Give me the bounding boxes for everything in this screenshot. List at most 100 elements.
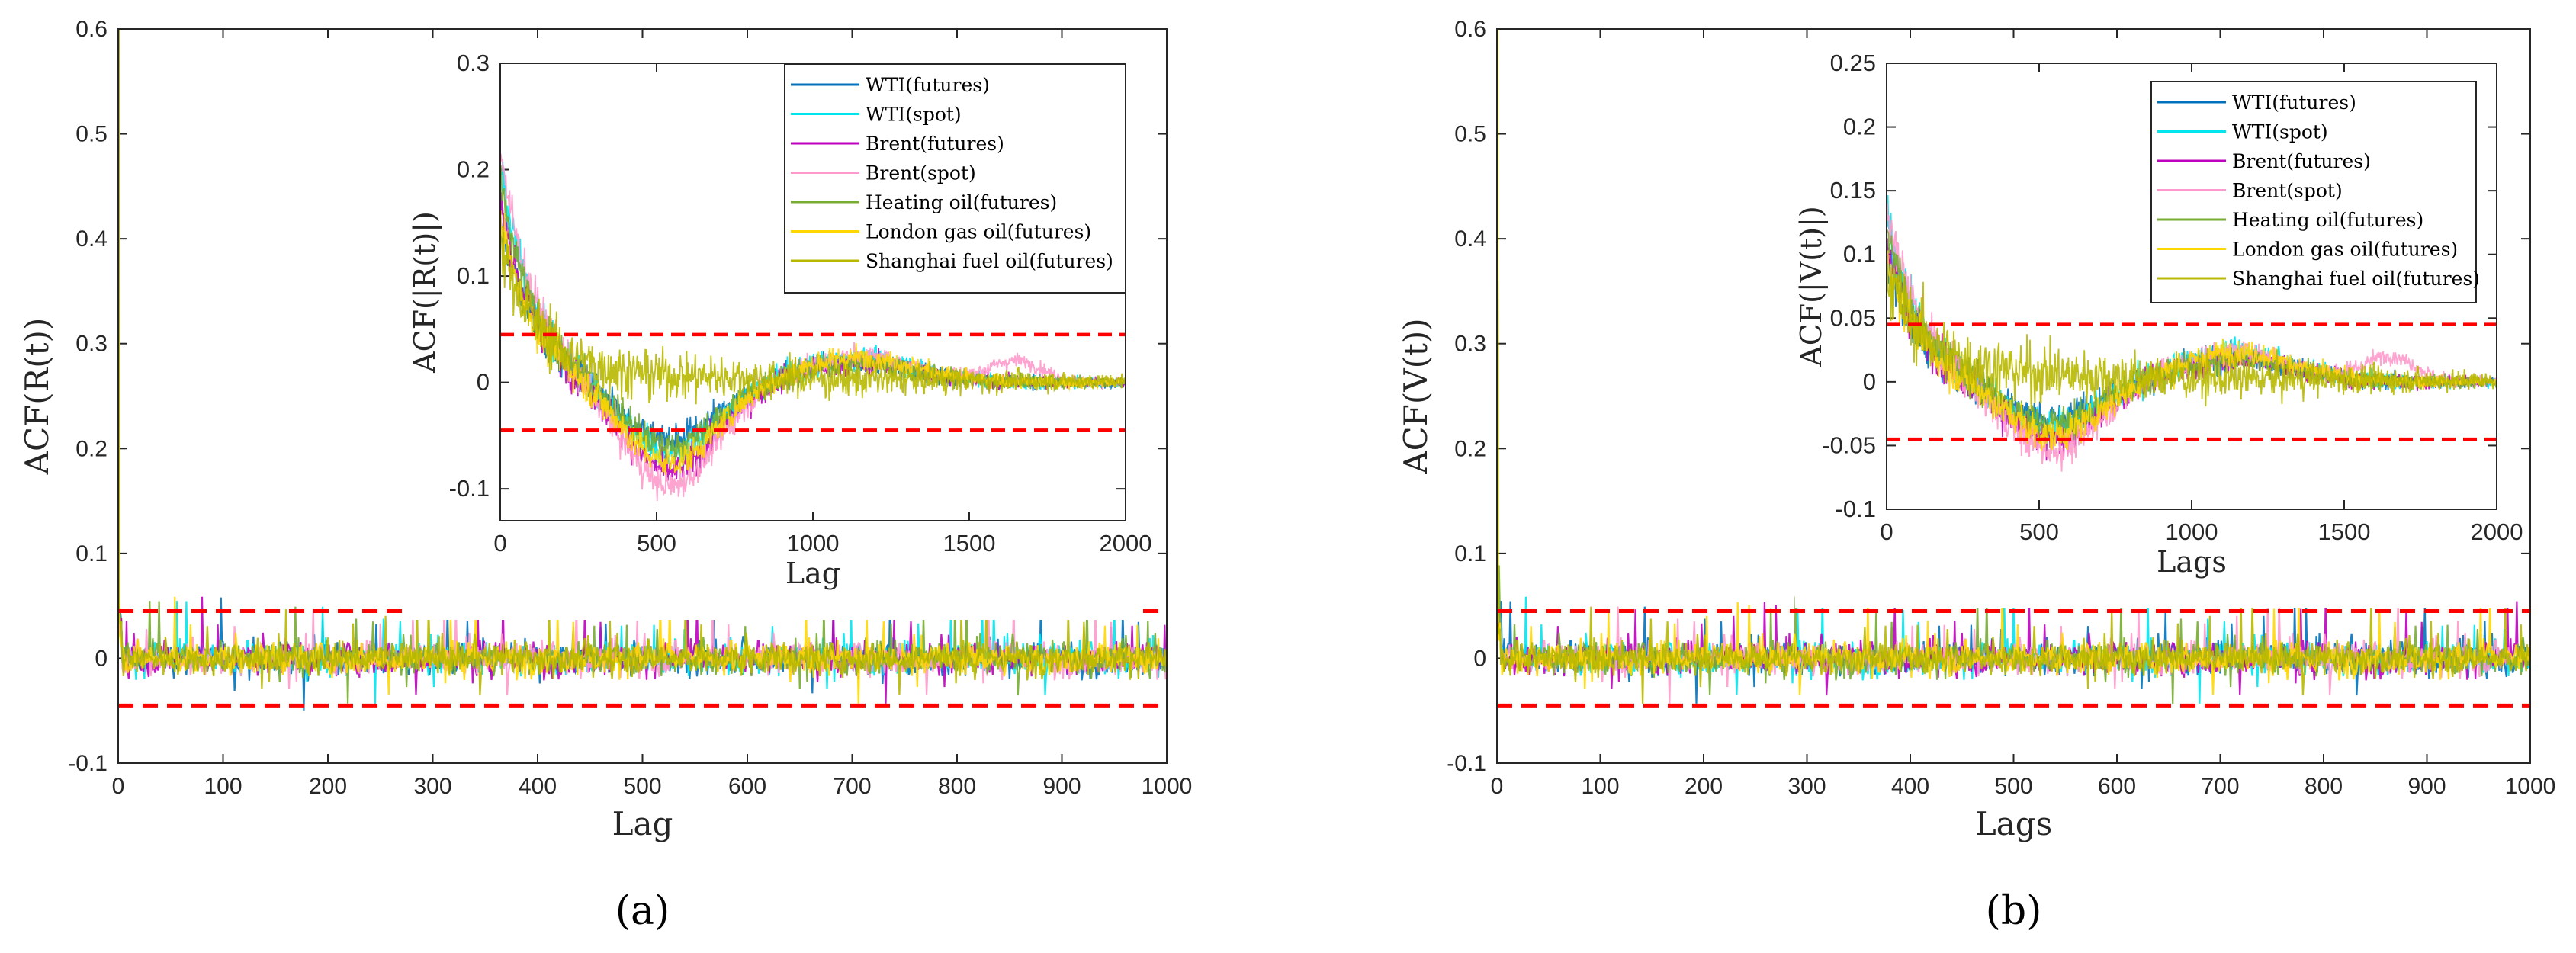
- legend-label: Brent(futures): [2232, 150, 2371, 172]
- series-lines: [1887, 195, 2497, 472]
- x-tick-label: 100: [204, 774, 242, 799]
- y-tick-label: 0.4: [1454, 226, 1486, 252]
- x-tick-label: 1000: [2505, 774, 2556, 799]
- x-tick-label: 1000: [1142, 774, 1193, 799]
- x-tick-label: 800: [2305, 774, 2343, 799]
- y-tick-label: 0: [1863, 368, 1876, 395]
- x-tick-label: 800: [938, 774, 976, 799]
- y-tick-label: 0.05: [1830, 304, 1876, 331]
- legend-label: WTI(spot): [866, 104, 962, 126]
- chart-panel-a: 0 100 200 300 400 500 600 700 800 900 1000-0.100.1…: [18, 17, 1193, 934]
- x-tick-label: 1000: [2166, 518, 2218, 545]
- inset-panel-a: 0 500 1000 1500 2000 -0.1 0 0.1 0.2 0.3 Lag ACF(|R(…: [408, 48, 1151, 620]
- x-tick-label: 500: [2019, 518, 2059, 545]
- x-tick-label: 500: [623, 774, 661, 799]
- x-tick-label: 400: [1891, 774, 1929, 799]
- x-tick-label: 0: [112, 774, 125, 799]
- y-tick-label: -0.1: [68, 751, 108, 776]
- x-tick-label: 900: [2407, 774, 2446, 799]
- x-tick-label: 500: [1994, 774, 2032, 799]
- x-tick-label: 200: [309, 774, 347, 799]
- y-tick-label: 0.15: [1830, 177, 1876, 204]
- inset-panel-b: 0 500 1000 1500 2000 -0.1 -0.05 0 0.05 0.1 0.15 0.2…: [1794, 48, 2523, 608]
- x-tick-label: 1500: [943, 530, 996, 557]
- inset-x-axis-title: Lags: [2157, 545, 2227, 579]
- y-tick-label: 0.4: [75, 226, 108, 252]
- inset-x-axis-title: Lag: [785, 557, 840, 590]
- y-tick-label: 0.6: [1454, 17, 1486, 42]
- legend-label: Brent(spot): [866, 162, 976, 185]
- x-tick-label: 900: [1042, 774, 1081, 799]
- axes-frame: [1496, 28, 2531, 764]
- axes-frame: [117, 28, 1168, 764]
- x-axis-title: Lag: [612, 805, 673, 842]
- series-lines: [118, 29, 1167, 711]
- legend-label: Shanghai fuel oil(futures): [866, 250, 1113, 272]
- inset-axes-frame: [1886, 63, 2497, 510]
- inset-y-axis-title: ACF(|R(t)|): [408, 211, 442, 374]
- x-tick-label: 500: [637, 530, 676, 557]
- legend: WTI(futures) WTI(spot) Brent(futures) Brent…: [784, 63, 1126, 294]
- x-tick-label: 1000: [787, 530, 840, 557]
- y-tick-label: 0.6: [75, 17, 108, 42]
- x-tick-label: 700: [833, 774, 871, 799]
- y-tick-label: 0.2: [1454, 436, 1486, 461]
- panel-label: (a): [615, 888, 670, 934]
- legend-label: London gas oil(futures): [2232, 239, 2458, 261]
- x-tick-label: 300: [1787, 774, 1826, 799]
- x-tick-label: 700: [2201, 774, 2239, 799]
- y-tick-label: 0.1: [75, 541, 108, 566]
- panel-label: (b): [1986, 888, 2042, 934]
- y-tick-label: 0.2: [1843, 114, 1876, 140]
- y-tick-label: 0.5: [1454, 122, 1486, 147]
- series-line-shanghai_fuel_oil: [1497, 29, 2530, 704]
- series-line-shanghai_fuel_oil: [118, 29, 1167, 696]
- y-tick-label: 0.1: [457, 262, 490, 289]
- y-tick-label: -0.1: [449, 475, 490, 502]
- legend-label: Brent(spot): [2232, 180, 2343, 202]
- x-tick-label: 600: [2098, 774, 2136, 799]
- y-tick-label: 0.1: [1843, 241, 1876, 268]
- inset-y-axis-title: ACF(|V(t)|): [1794, 206, 1828, 367]
- y-axis-title: ACF(R(t)): [18, 318, 56, 476]
- y-tick-label: 0.25: [1830, 50, 1876, 76]
- x-tick-label: 0: [493, 530, 506, 557]
- x-tick-label: 1500: [2318, 518, 2371, 545]
- x-tick-label: 200: [1685, 774, 1723, 799]
- legend-label: Heating oil(futures): [2232, 209, 2423, 231]
- y-tick-label: 0.3: [75, 332, 108, 357]
- y-tick-label: 0: [477, 369, 490, 396]
- x-axis-title: Lags: [1975, 805, 2052, 842]
- y-tick-label: 0: [1473, 646, 1486, 671]
- y-tick-label: 0.5: [75, 122, 108, 147]
- series-lines: [500, 153, 1126, 502]
- legend-label: WTI(spot): [2232, 121, 2328, 143]
- x-tick-label: 600: [728, 774, 766, 799]
- legend-label: Brent(futures): [866, 133, 1004, 155]
- legend-label: WTI(futures): [866, 74, 990, 96]
- legend-box: [2150, 81, 2477, 303]
- y-tick-label: -0.05: [1822, 432, 1876, 458]
- x-tick-label: 300: [413, 774, 451, 799]
- y-tick-label: 0: [95, 646, 108, 671]
- x-tick-label: 0: [1491, 774, 1504, 799]
- inset-series-line-shanghai_fuel_oil: [500, 231, 1126, 405]
- x-tick-label: 400: [519, 774, 557, 799]
- y-tick-label: 0.3: [457, 50, 490, 76]
- legend-label: WTI(futures): [2232, 91, 2356, 114]
- legend-label: London gas oil(futures): [866, 221, 1091, 243]
- x-tick-label: 0: [1880, 518, 1893, 545]
- x-tick-label: 2000: [2471, 518, 2523, 545]
- legend-box: [784, 63, 1126, 294]
- legend-label: Heating oil(futures): [866, 191, 1057, 213]
- y-tick-label: 0.2: [75, 436, 108, 461]
- inset-series-line-shanghai_fuel_oil: [1887, 247, 2497, 412]
- legend: WTI(futures) WTI(spot) Brent(futures) Brent…: [2150, 81, 2480, 303]
- y-tick-label: -0.1: [1447, 751, 1486, 776]
- x-tick-label: 2000: [1100, 530, 1152, 557]
- y-tick-label: 0.3: [1454, 332, 1486, 357]
- y-tick-label: -0.1: [1836, 496, 1876, 522]
- x-tick-label: 100: [1581, 774, 1619, 799]
- y-tick-label: 0.2: [457, 156, 490, 183]
